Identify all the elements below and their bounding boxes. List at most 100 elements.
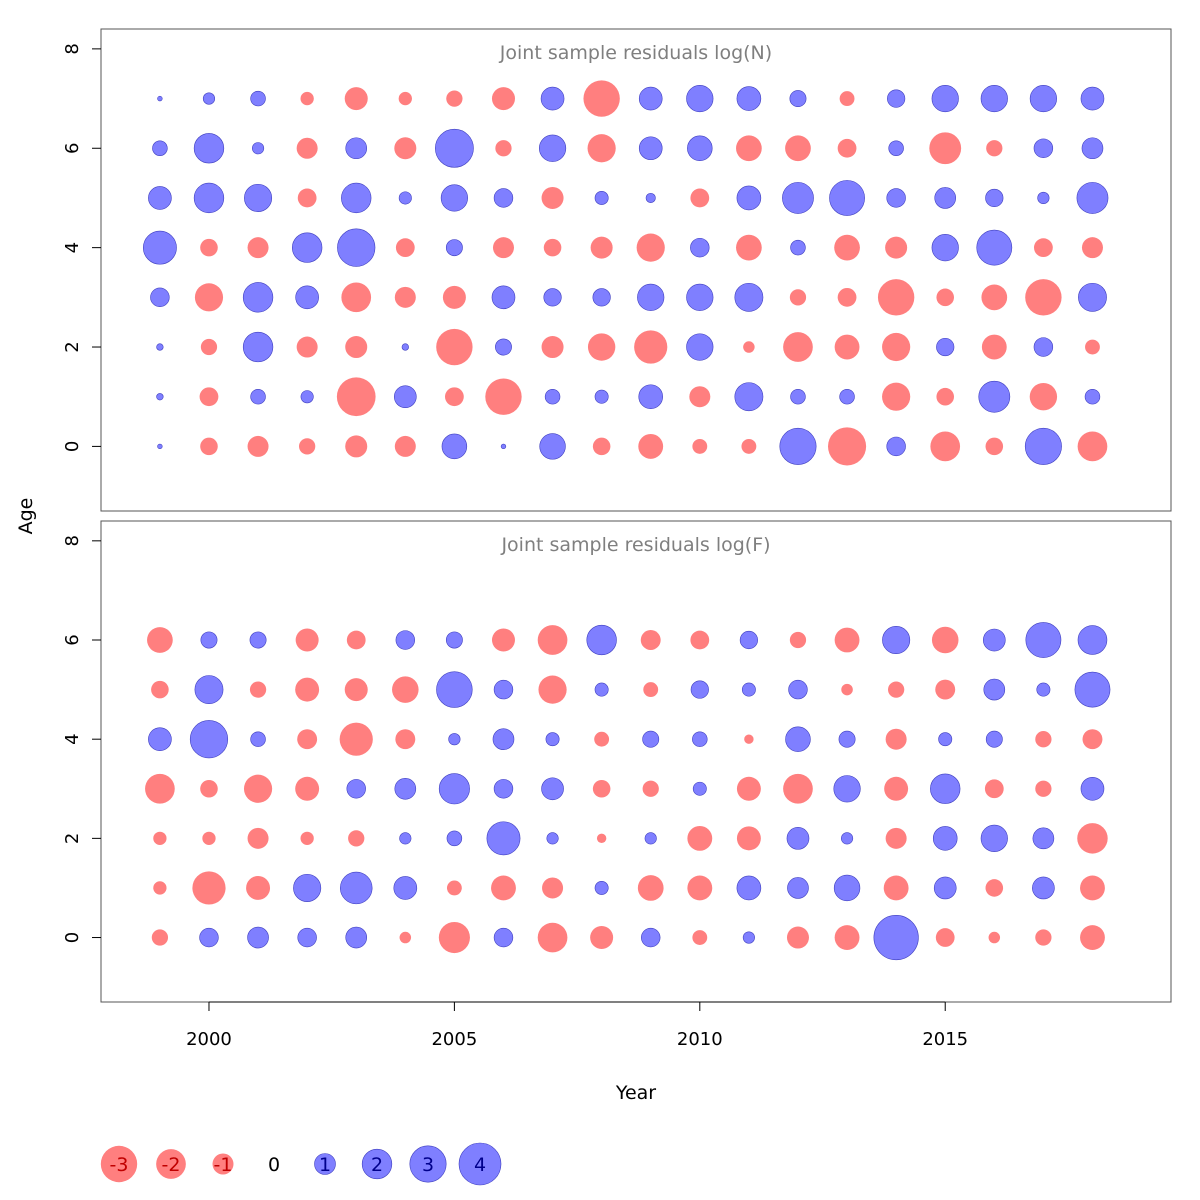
residual-bubble bbox=[789, 289, 807, 306]
residual-bubble bbox=[491, 87, 515, 111]
residual-bubble bbox=[1025, 279, 1062, 316]
residual-bubble bbox=[299, 438, 316, 455]
chart-legend: -3 -2 -1 0 1 2 3 4 bbox=[100, 1142, 502, 1186]
residual-bubble bbox=[931, 84, 959, 113]
residual-bubble bbox=[838, 730, 856, 748]
residual-bubble bbox=[736, 86, 762, 111]
residual-bubble bbox=[401, 343, 409, 351]
residual-bubble bbox=[295, 776, 320, 801]
residual-bubble bbox=[1076, 182, 1109, 214]
panel-1: Joint sample residuals log(N) 0 2 4 6 8 bbox=[62, 28, 1172, 512]
residual-bubble bbox=[789, 631, 807, 649]
legend-item: -3 bbox=[100, 1145, 138, 1183]
residual-bubble bbox=[537, 625, 568, 655]
residual-bubble bbox=[1029, 383, 1058, 411]
residual-bubble bbox=[638, 433, 664, 459]
residual-bubble bbox=[1029, 84, 1057, 113]
residual-bubble bbox=[790, 388, 806, 405]
residual-bubble bbox=[594, 682, 609, 697]
residual-bubble bbox=[445, 387, 464, 407]
residual-bubble bbox=[885, 728, 907, 750]
residual-bubble bbox=[736, 185, 762, 211]
residual-bubble bbox=[1036, 682, 1051, 697]
residual-bubble bbox=[594, 731, 610, 747]
residual-bubble bbox=[883, 875, 909, 901]
residual-bubble bbox=[495, 140, 512, 157]
residual-bubble bbox=[446, 90, 463, 107]
residual-bubble bbox=[690, 680, 709, 699]
residual-bubble bbox=[644, 832, 657, 845]
residual-bubble bbox=[296, 137, 318, 159]
residual-bubble bbox=[930, 773, 961, 804]
residual-bubble bbox=[539, 433, 566, 460]
residual-bubble bbox=[247, 435, 269, 457]
residual-bubble bbox=[981, 284, 1008, 311]
residual-bubble bbox=[337, 228, 376, 267]
residual-bubble bbox=[985, 879, 1004, 897]
residual-bubble bbox=[1033, 337, 1054, 357]
residual-bubble bbox=[395, 630, 415, 650]
panel-2: Joint sample residuals log(F) 0 2 4 6 8 bbox=[62, 520, 1172, 1003]
residual-bubble bbox=[638, 136, 663, 161]
residual-bubble bbox=[442, 285, 466, 309]
legend-item: 3 bbox=[409, 1145, 447, 1183]
residual-bubble bbox=[545, 732, 560, 747]
residual-bubble bbox=[1077, 431, 1108, 462]
residual-bubble bbox=[1035, 731, 1052, 748]
residual-bubble bbox=[980, 824, 1008, 852]
residual-bubble bbox=[394, 286, 416, 308]
residual-bubble bbox=[834, 334, 860, 360]
residual-bubble bbox=[837, 287, 857, 307]
residual-bubble bbox=[982, 628, 1006, 652]
residual-bubble bbox=[839, 91, 855, 106]
legend-label: 0 bbox=[268, 1154, 280, 1176]
legend-bubble bbox=[212, 1153, 234, 1175]
legend-label: 1 bbox=[319, 1154, 331, 1176]
residual-bubble bbox=[638, 86, 663, 111]
residual-bubble bbox=[250, 388, 266, 405]
residual-bubble bbox=[886, 188, 906, 208]
residual-bubble bbox=[935, 679, 956, 700]
residual-bubble bbox=[1085, 339, 1100, 355]
residual-bubble bbox=[252, 142, 265, 155]
legend-bubble bbox=[156, 1149, 186, 1179]
residual-bubble bbox=[295, 628, 319, 652]
residual-bubble bbox=[247, 237, 269, 259]
residual-bubble bbox=[690, 237, 710, 258]
bubbles bbox=[142, 80, 1109, 466]
residual-bubble bbox=[341, 282, 372, 313]
residual-bubble bbox=[495, 338, 512, 356]
legend-item: 4 bbox=[458, 1142, 502, 1186]
residual-bubble bbox=[1032, 876, 1055, 900]
residual-bubble bbox=[744, 734, 754, 744]
residual-bubble bbox=[448, 733, 461, 746]
y-tick-label: 4 bbox=[62, 733, 83, 744]
residual-bubble bbox=[1037, 191, 1050, 204]
residual-bubble bbox=[193, 182, 225, 214]
residual-bubble bbox=[346, 779, 366, 799]
residual-bubble bbox=[336, 377, 376, 417]
residual-bubble bbox=[978, 380, 1011, 413]
residual-bubble bbox=[542, 877, 564, 899]
residual-bubble bbox=[446, 880, 462, 896]
residual-bubble bbox=[645, 192, 656, 203]
residual-bubble bbox=[398, 91, 412, 106]
residual-bubble bbox=[192, 871, 226, 905]
residual-bubble bbox=[689, 386, 711, 408]
residual-bubble bbox=[785, 726, 811, 752]
residual-bubble bbox=[344, 87, 368, 111]
residual-bubble bbox=[147, 627, 173, 653]
residual-bubble bbox=[884, 776, 909, 801]
residual-bubble bbox=[637, 875, 664, 901]
residual-bubble bbox=[827, 427, 867, 466]
legend-item: 1 bbox=[314, 1153, 336, 1176]
residual-bubble bbox=[936, 387, 954, 406]
residual-bubble bbox=[882, 382, 911, 411]
residual-bubble bbox=[986, 140, 1003, 157]
residual-bubble bbox=[153, 831, 167, 845]
residual-bubble bbox=[249, 681, 267, 698]
residual-bubble bbox=[640, 630, 661, 650]
residual-bubble bbox=[492, 728, 515, 750]
residual-bubble bbox=[249, 631, 267, 649]
residual-bubble bbox=[293, 873, 322, 902]
